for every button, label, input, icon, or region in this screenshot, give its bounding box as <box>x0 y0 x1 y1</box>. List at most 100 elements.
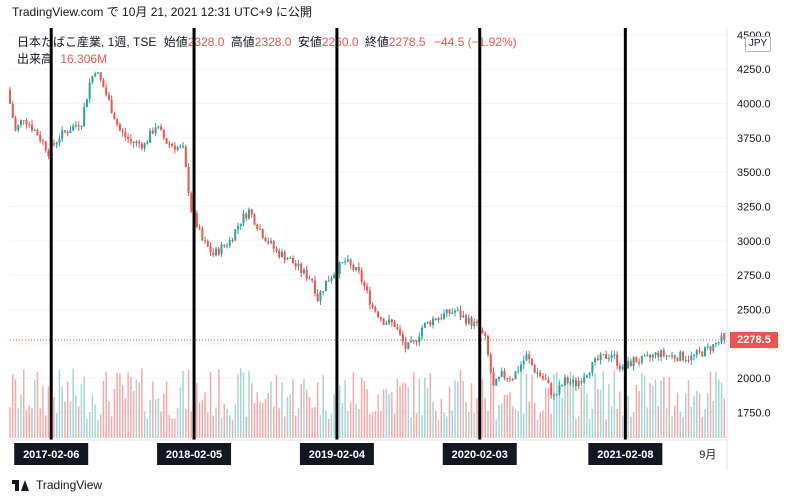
candle-body <box>157 126 160 128</box>
candle-body <box>69 130 72 134</box>
candle-body <box>352 264 355 270</box>
volume-bar <box>404 383 407 438</box>
candle-body <box>377 311 380 318</box>
candle-body <box>382 318 385 325</box>
volume-bar <box>550 413 552 438</box>
volume-bar <box>223 403 226 438</box>
candle-body <box>676 358 679 361</box>
date-marker-label-bg <box>588 443 663 465</box>
volume-bar <box>462 380 465 438</box>
date-marker-label: 2017-02-06 <box>23 449 79 461</box>
candle-body <box>360 270 363 282</box>
volume-bar <box>99 414 102 438</box>
currency-button[interactable]: JPY <box>745 36 771 52</box>
candle-body <box>80 125 83 127</box>
volume-bar <box>237 374 239 438</box>
volume-bar <box>533 402 536 438</box>
candle-body <box>489 354 492 372</box>
candle-body <box>517 370 520 372</box>
volume-bar <box>564 380 566 438</box>
volume-bar <box>270 381 272 438</box>
volume-bar <box>207 412 209 438</box>
time-axis: 9月 <box>699 449 716 461</box>
candle-body <box>621 366 624 370</box>
price-tick-label: 2750.0 <box>737 270 771 282</box>
candle-body <box>258 228 261 230</box>
footer-brand: TradingView <box>36 478 103 492</box>
volume-bar <box>44 415 47 438</box>
candle-body <box>283 251 286 260</box>
volume-bar <box>127 372 129 438</box>
volume-bar <box>124 398 127 438</box>
candle-body <box>454 310 457 313</box>
candle-body <box>550 383 553 396</box>
date-marker-label-bg <box>157 443 232 465</box>
candle-body <box>657 352 660 357</box>
volume-bar <box>693 395 695 438</box>
volume-bar <box>72 368 74 438</box>
price-tick-label: 3250.0 <box>737 202 771 214</box>
candle-body <box>434 318 437 321</box>
volume-bar <box>371 412 374 438</box>
volume-bar <box>146 418 149 438</box>
volume-bar <box>152 381 154 438</box>
candle-body <box>533 365 536 373</box>
candle-body <box>349 259 352 265</box>
volume-bar <box>91 394 94 438</box>
volume-bar <box>157 398 160 438</box>
candle-body <box>632 357 635 367</box>
candle-body <box>665 355 668 357</box>
volume-bar <box>31 407 33 438</box>
volume-bar <box>33 379 36 438</box>
volume-bar <box>366 389 368 438</box>
volume-bar <box>138 382 140 438</box>
candle-body <box>569 382 572 384</box>
candle-body <box>215 248 218 256</box>
volume-bar <box>671 416 673 438</box>
date-marker-label: 2021-02-08 <box>597 449 653 461</box>
candle-body <box>602 354 605 356</box>
candle-body <box>338 262 341 275</box>
volume-bar <box>701 417 704 438</box>
candle-body <box>371 304 374 308</box>
candle-body <box>14 117 17 131</box>
volume-bar <box>363 380 366 438</box>
volume-bar <box>360 377 363 438</box>
candle-body <box>368 290 371 305</box>
candle-body <box>242 213 245 224</box>
candle-body <box>671 355 674 357</box>
volume-bar <box>215 407 217 438</box>
candle-body <box>66 131 69 134</box>
candle-body <box>162 129 165 139</box>
volume-bar <box>308 396 311 438</box>
candle-body <box>319 291 322 302</box>
candle-body <box>173 145 176 150</box>
volume-bar <box>613 370 616 438</box>
candle-body <box>467 317 470 324</box>
candle-body <box>709 346 712 351</box>
candle-body <box>110 99 113 114</box>
candle-body <box>305 269 308 279</box>
volume-bar <box>259 401 261 438</box>
candle-body <box>85 98 88 108</box>
volume-bar <box>83 376 85 438</box>
volume-bar <box>402 382 404 438</box>
volume-bar <box>297 408 300 438</box>
volume-bar <box>14 379 17 438</box>
candle-body <box>363 281 366 287</box>
candle-body <box>448 309 451 314</box>
open-label: 始値 <box>163 35 188 49</box>
candle-body <box>627 361 630 369</box>
candle-body <box>511 378 514 380</box>
volume-bar <box>511 406 514 438</box>
candle-body <box>519 364 522 371</box>
volume-bar <box>97 419 99 438</box>
candle-body <box>30 124 33 131</box>
volume-bar <box>531 374 533 438</box>
volume-bar <box>121 384 124 438</box>
candle-body <box>149 130 152 143</box>
candle-body <box>393 322 396 328</box>
candle-body <box>132 141 135 144</box>
candle-body <box>366 286 369 291</box>
